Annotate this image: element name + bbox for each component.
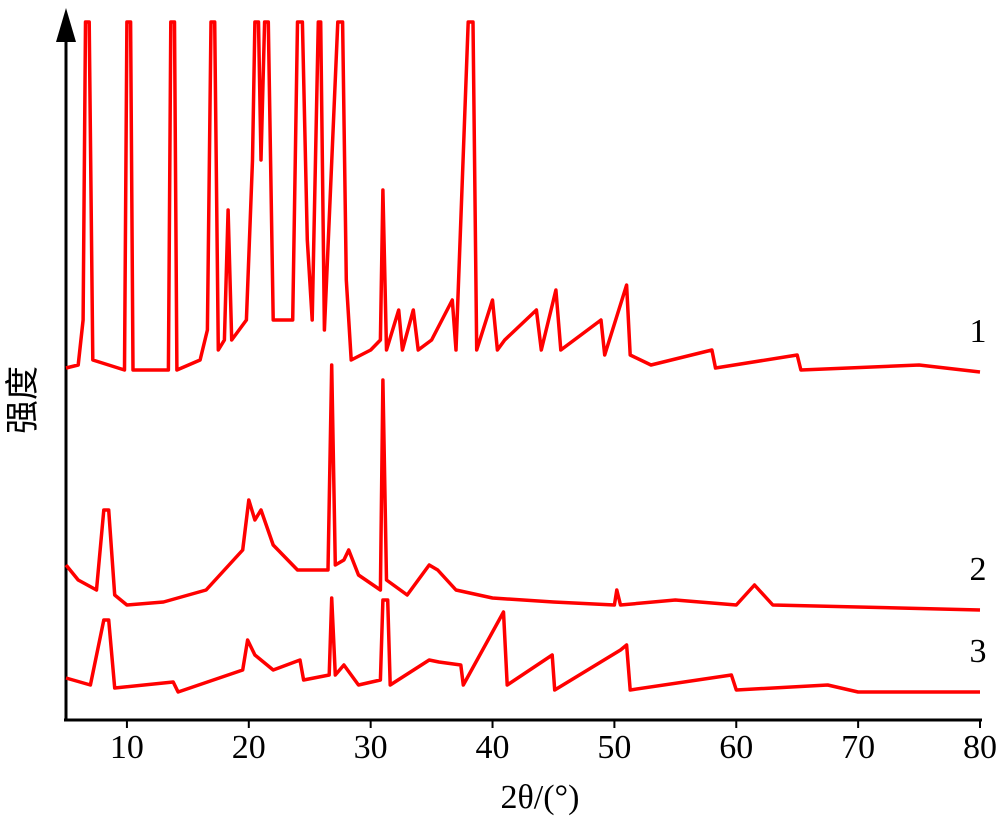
y-axis-label: 强度 <box>4 366 42 434</box>
x-tick-label: 70 <box>841 729 875 766</box>
x-tick-label: 20 <box>232 729 266 766</box>
x-tick-label: 50 <box>597 729 631 766</box>
series-line <box>65 20 981 374</box>
series-label: 1 <box>970 313 987 350</box>
series-line <box>65 596 980 694</box>
x-tick-label: 60 <box>719 729 753 766</box>
x-axis-label: 2θ/(°) <box>501 779 580 816</box>
x-tick-label: 80 <box>963 729 997 766</box>
series-line <box>64 363 981 612</box>
y-axis-arrow <box>56 8 76 42</box>
x-tick-label: 40 <box>476 729 510 766</box>
x-tick-label: 30 <box>354 729 388 766</box>
series-label: 2 <box>970 551 987 588</box>
x-tick-label: 10 <box>110 729 144 766</box>
series-label: 3 <box>970 633 987 670</box>
